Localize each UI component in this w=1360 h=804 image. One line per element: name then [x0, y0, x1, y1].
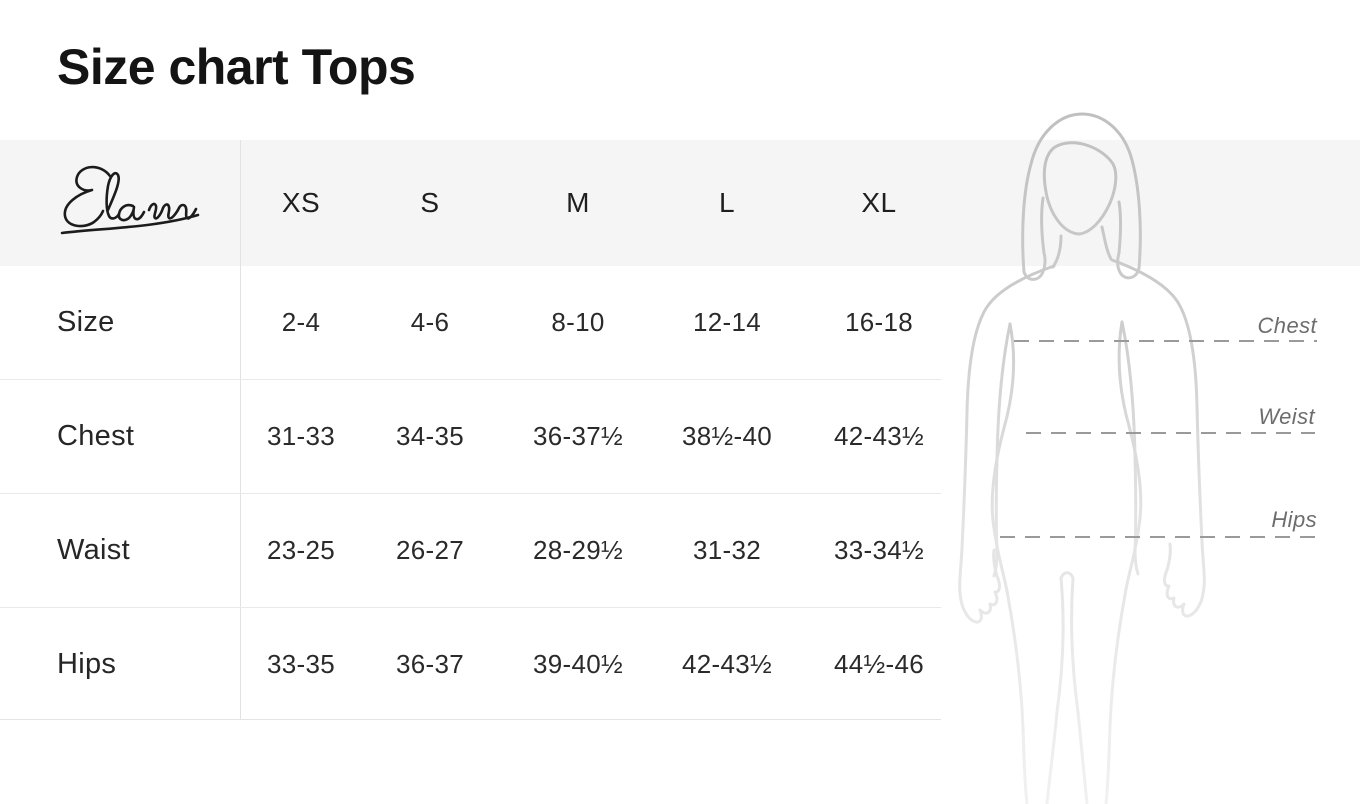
- column-header-m: M: [566, 187, 590, 218]
- neck-right: [1100, 225, 1113, 261]
- table-cell: 23-25: [267, 534, 335, 565]
- table-bottom-border: [0, 719, 941, 720]
- column-header-s: S: [420, 187, 440, 218]
- row-label-waist: Waist: [57, 533, 130, 566]
- hair-outline: [1021, 112, 1142, 274]
- table-cell: 36-37½: [533, 420, 623, 451]
- elan-letter-a: [117, 203, 146, 222]
- table-cell: 38½-40: [682, 420, 772, 451]
- page-title: Size chart Tops: [57, 39, 416, 95]
- elan-signature-strokes: [60, 165, 200, 235]
- female-body-outline-illustration: [958, 112, 1317, 804]
- crotch-curve: [1059, 571, 1075, 580]
- table-cell: 2-4: [281, 306, 321, 337]
- hair-inner-right: [1117, 200, 1122, 255]
- row-label-chest: Chest: [57, 419, 135, 452]
- table-cell: 31-32: [693, 534, 761, 565]
- hips-measurement-label: Hips: [1271, 507, 1317, 532]
- table-cell: 28-29½: [533, 534, 623, 565]
- table-cell: 34-35: [396, 420, 464, 451]
- column-header-xl: XL: [861, 187, 897, 218]
- table-cell: 8-10: [551, 306, 605, 337]
- table-cell: 31-33: [267, 420, 335, 451]
- table-cell: 12-14: [693, 306, 761, 337]
- column-header-xs: XS: [281, 187, 321, 218]
- table-column-divider: [240, 140, 241, 720]
- face-outline: [1042, 141, 1118, 236]
- row-separator: [0, 607, 941, 608]
- table-cell: 42-43½: [834, 420, 924, 451]
- table-cell: 36-37: [396, 648, 464, 679]
- row-separator: [0, 493, 941, 494]
- table-cell: 33-34½: [834, 534, 924, 565]
- table-cell: 16-18: [845, 306, 913, 337]
- elan-letter-e: [63, 165, 112, 228]
- row-label-size: Size: [57, 305, 115, 338]
- elan-logo: [60, 165, 200, 235]
- table-cell: 33-35: [267, 648, 335, 679]
- row-label-hips: Hips: [57, 647, 117, 680]
- torso-right: [1104, 320, 1143, 804]
- neck-left: [1051, 234, 1063, 269]
- torso-left: [990, 322, 1029, 804]
- table-cell: 4-6: [410, 306, 450, 337]
- measurement-lines: [1000, 340, 1317, 538]
- table-cell: 39-40½: [533, 648, 623, 679]
- elan-letter-n: [147, 202, 198, 220]
- hair-inner-left: [1040, 196, 1046, 255]
- row-separator: [0, 379, 941, 380]
- elan-underline-swash: [60, 213, 200, 235]
- column-header-l: L: [718, 187, 736, 218]
- hair-right-tip: [1116, 251, 1141, 280]
- left-arm-outline: [958, 264, 1056, 624]
- body-outline-strokes: [958, 112, 1206, 804]
- left-arm-inner: [992, 322, 1012, 578]
- table-cell: 42-43½: [682, 648, 772, 679]
- left-leg-inner: [1045, 576, 1065, 804]
- table-cell: 26-27: [396, 534, 464, 565]
- right-leg-inner: [1070, 576, 1089, 804]
- right-arm-inner: [1120, 320, 1140, 576]
- table-cell: 44½-46: [834, 648, 924, 679]
- chest-measurement-label: Chest: [1257, 313, 1317, 338]
- right-arm-outline: [1110, 258, 1206, 618]
- waist-measurement-label: Weist: [1258, 404, 1315, 429]
- elan-letter-l: [105, 171, 121, 220]
